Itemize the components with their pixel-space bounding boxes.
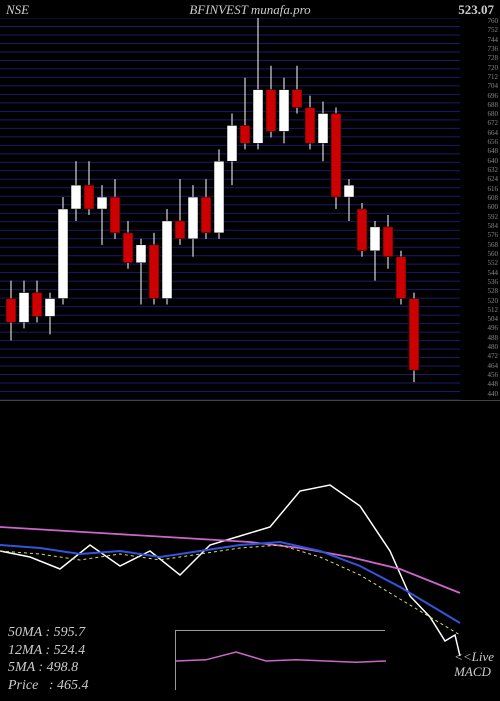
macd-label-line2: MACD [454,664,494,680]
macd-label: <<Live MACD [454,649,494,680]
ma5-stat: 5MA : 498.8 [8,659,88,677]
macd-label-line1: <<Live [454,649,494,665]
macd-inset-svg [176,631,386,691]
top-right-price: 523.07 [434,2,494,16]
ma12-stat: 12MA : 524.4 [8,642,88,660]
stats-block: 50MA : 595.7 12MA : 524.4 5MA : 498.8 Pr… [8,624,88,694]
exchange-label: NSE [6,2,66,16]
macd-inset-box [175,630,385,690]
price-stat: Price : 465.4 [8,677,88,695]
chart-header: NSE BFINVEST munafa.pro 523.07 [0,0,500,18]
candlestick-chart [0,18,500,400]
ma50-stat: 50MA : 595.7 [8,624,88,642]
symbol-label: BFINVEST munafa.pro [66,2,434,16]
candle-svg [0,18,460,400]
indicator-panel: <<Live MACD 50MA : 595.7 12MA : 524.4 5M… [0,400,500,700]
price-axis: 7607527447367287207127046966886806726646… [460,18,500,400]
